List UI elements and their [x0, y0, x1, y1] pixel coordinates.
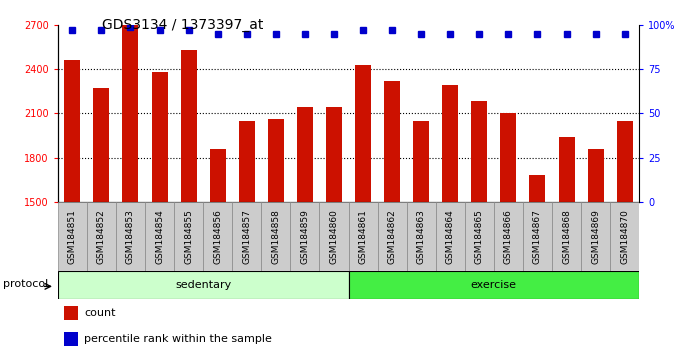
Bar	[530, 175, 545, 354]
Text: sedentary: sedentary	[175, 280, 231, 290]
Bar	[355, 65, 371, 354]
Text: GSM184859: GSM184859	[301, 209, 309, 264]
Bar	[261, 202, 290, 271]
Text: GSM184853: GSM184853	[126, 209, 135, 264]
Bar	[209, 149, 226, 354]
Bar	[152, 72, 167, 354]
Bar	[617, 121, 632, 354]
Text: GSM184852: GSM184852	[97, 209, 106, 264]
Bar	[581, 202, 610, 271]
Bar	[436, 202, 465, 271]
Bar	[471, 102, 488, 354]
Bar	[320, 202, 348, 271]
Text: GSM184858: GSM184858	[271, 209, 280, 264]
Text: percentile rank within the sample: percentile rank within the sample	[84, 334, 272, 344]
Bar	[122, 25, 139, 354]
Text: GSM184866: GSM184866	[504, 209, 513, 264]
Text: GSM184854: GSM184854	[155, 209, 164, 264]
Bar	[58, 202, 87, 271]
Bar	[65, 60, 80, 354]
Text: GSM184862: GSM184862	[388, 209, 396, 264]
Bar	[348, 271, 639, 299]
Bar	[93, 88, 109, 354]
Bar	[87, 202, 116, 271]
Bar	[58, 271, 348, 299]
Text: GSM184863: GSM184863	[417, 209, 426, 264]
Bar	[268, 119, 284, 354]
Bar	[558, 137, 575, 354]
Bar	[442, 85, 458, 354]
Text: GSM184865: GSM184865	[475, 209, 483, 264]
Bar	[232, 202, 261, 271]
Bar	[181, 50, 197, 354]
Text: exercise: exercise	[471, 280, 517, 290]
Bar	[145, 202, 174, 271]
Bar	[610, 202, 639, 271]
Bar	[494, 202, 523, 271]
Bar	[64, 332, 78, 346]
Bar	[174, 202, 203, 271]
Text: GSM184864: GSM184864	[446, 209, 455, 264]
Bar	[326, 107, 342, 354]
Text: GSM184868: GSM184868	[562, 209, 571, 264]
Bar	[465, 202, 494, 271]
Bar	[384, 81, 400, 354]
Bar	[348, 202, 377, 271]
Bar	[290, 202, 320, 271]
Bar	[552, 202, 581, 271]
Text: count: count	[84, 308, 116, 318]
Text: GSM184857: GSM184857	[242, 209, 251, 264]
Text: GSM184870: GSM184870	[620, 209, 629, 264]
Bar	[407, 202, 436, 271]
Bar	[413, 121, 429, 354]
Bar	[500, 113, 516, 354]
Bar	[297, 107, 313, 354]
Text: GSM184856: GSM184856	[214, 209, 222, 264]
Text: GSM184867: GSM184867	[533, 209, 542, 264]
Text: GSM184851: GSM184851	[68, 209, 77, 264]
Text: GDS3134 / 1373397_at: GDS3134 / 1373397_at	[102, 18, 263, 32]
Bar	[377, 202, 407, 271]
Text: GSM184855: GSM184855	[184, 209, 193, 264]
Text: GSM184869: GSM184869	[591, 209, 600, 264]
Text: GSM184860: GSM184860	[330, 209, 339, 264]
Bar	[588, 149, 604, 354]
Bar	[523, 202, 552, 271]
Text: protocol: protocol	[3, 279, 48, 289]
Text: GSM184861: GSM184861	[358, 209, 367, 264]
Bar	[64, 306, 78, 320]
Bar	[239, 121, 255, 354]
Bar	[116, 202, 145, 271]
Bar	[203, 202, 232, 271]
